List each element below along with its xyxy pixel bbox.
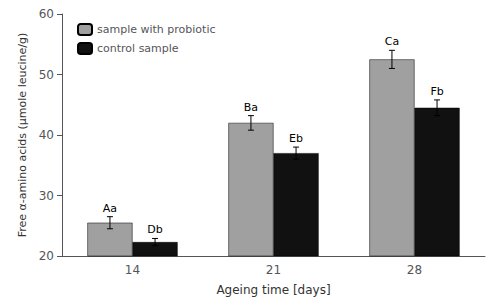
svg-text:14: 14 [125,263,140,277]
svg-text:Ageing time [days]: Ageing time [days] [216,283,330,297]
svg-text:60: 60 [39,7,54,21]
svg-text:40: 40 [39,128,54,142]
svg-text:Ba: Ba [244,101,258,114]
svg-text:Db: Db [147,223,162,236]
svg-text:50: 50 [39,68,54,82]
svg-text:28: 28 [407,263,422,277]
svg-text:21: 21 [266,263,281,277]
svg-text:sample with probiotic: sample with probiotic [97,23,216,36]
svg-text:Fb: Fb [430,85,443,98]
svg-text:control sample: control sample [97,42,179,55]
svg-text:20: 20 [39,249,54,263]
svg-text:Aa: Aa [103,202,117,215]
svg-text:Ca: Ca [385,35,399,48]
svg-text:30: 30 [39,189,54,203]
svg-text:Free α-amino acids (μmole leuc: Free α-amino acids (μmole leucine/g) [16,33,29,238]
svg-text:Eb: Eb [289,132,303,145]
